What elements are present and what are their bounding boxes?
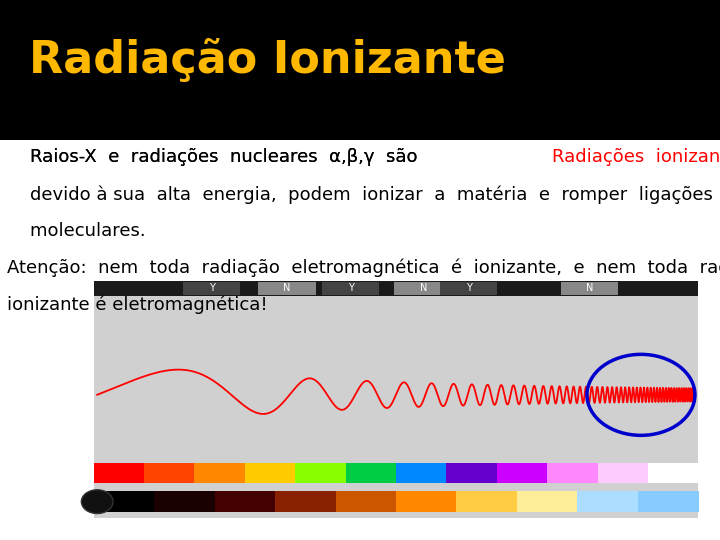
Text: Y: Y [348, 284, 354, 293]
FancyBboxPatch shape [0, 140, 720, 540]
Text: N: N [420, 284, 427, 293]
FancyBboxPatch shape [396, 491, 457, 512]
Text: ionizante é eletromagnética!: ionizante é eletromagnética! [7, 295, 268, 314]
Text: Y: Y [466, 284, 472, 293]
FancyBboxPatch shape [144, 463, 195, 483]
FancyBboxPatch shape [598, 463, 649, 483]
FancyBboxPatch shape [94, 463, 145, 483]
FancyBboxPatch shape [396, 463, 447, 483]
Text: N: N [586, 284, 593, 293]
FancyBboxPatch shape [194, 463, 246, 483]
FancyBboxPatch shape [275, 491, 336, 512]
FancyBboxPatch shape [561, 282, 618, 295]
FancyBboxPatch shape [322, 282, 379, 295]
FancyBboxPatch shape [183, 282, 240, 295]
FancyBboxPatch shape [258, 282, 316, 295]
FancyBboxPatch shape [346, 463, 397, 483]
FancyBboxPatch shape [245, 463, 296, 483]
Text: moleculares.: moleculares. [7, 222, 146, 240]
Text: Radiação Ionizante: Radiação Ionizante [29, 38, 505, 82]
FancyBboxPatch shape [440, 282, 498, 295]
FancyBboxPatch shape [395, 282, 452, 295]
FancyBboxPatch shape [215, 491, 276, 512]
FancyBboxPatch shape [446, 463, 498, 483]
Text: N: N [284, 284, 291, 293]
FancyBboxPatch shape [295, 463, 346, 483]
FancyBboxPatch shape [94, 281, 698, 296]
FancyBboxPatch shape [547, 463, 598, 483]
FancyBboxPatch shape [94, 491, 155, 512]
FancyBboxPatch shape [638, 491, 699, 512]
Text: Raios-X  e  radiações  nucleares  α,β,γ  são: Raios-X e radiações nucleares α,β,γ são [7, 148, 429, 166]
Text: Atenção:  nem  toda  radiação  eletromagnética  é  ionizante,  e  nem  toda  rad: Atenção: nem toda radiação eletromagnéti… [7, 259, 720, 277]
Circle shape [81, 490, 113, 514]
FancyBboxPatch shape [154, 491, 215, 512]
FancyBboxPatch shape [577, 491, 639, 512]
Text: devido à sua  alta  energia,  podem  ionizar  a  matéria  e  romper  ligações: devido à sua alta energia, podem ionizar… [7, 185, 713, 204]
FancyBboxPatch shape [336, 491, 397, 512]
Text: Y: Y [209, 284, 215, 293]
Text: Radiações  ionizantes:: Radiações ionizantes: [552, 148, 720, 166]
FancyBboxPatch shape [94, 281, 698, 518]
FancyBboxPatch shape [456, 491, 518, 512]
FancyBboxPatch shape [497, 463, 548, 483]
FancyBboxPatch shape [648, 463, 699, 483]
Text: Raios-X  e  radiações  nucleares  α,β,γ  são: Raios-X e radiações nucleares α,β,γ são [7, 148, 429, 166]
FancyBboxPatch shape [517, 491, 578, 512]
